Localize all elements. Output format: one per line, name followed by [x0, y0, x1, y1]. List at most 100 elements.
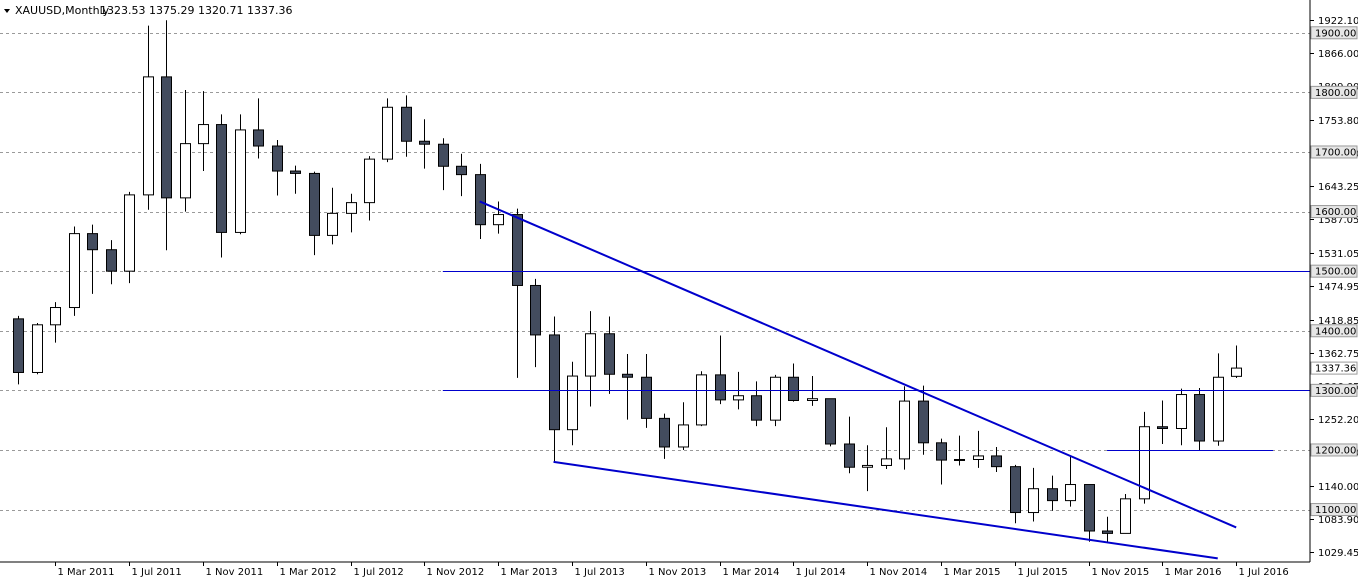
candle-body — [604, 333, 615, 375]
candle[interactable] — [106, 240, 117, 285]
candle[interactable] — [622, 354, 633, 420]
candle[interactable] — [253, 98, 264, 159]
candle-body — [180, 143, 191, 199]
candle-body — [1084, 484, 1095, 532]
candle-body — [1028, 488, 1039, 514]
candle-body — [327, 212, 338, 236]
candle-body — [973, 455, 984, 460]
candle[interactable] — [604, 316, 615, 394]
candle[interactable] — [346, 193, 357, 233]
price-level-label: 1700.00 — [1315, 147, 1356, 158]
candle[interactable] — [401, 95, 412, 157]
candle[interactable] — [198, 91, 209, 172]
candle[interactable] — [512, 208, 523, 378]
upper-wedge-line[interactable] — [479, 200, 1237, 529]
candle[interactable] — [364, 156, 375, 221]
candle[interactable] — [13, 315, 24, 385]
candle[interactable] — [881, 427, 892, 470]
candle[interactable] — [87, 224, 98, 294]
candle[interactable] — [382, 98, 393, 163]
candle-body — [733, 395, 744, 401]
candle-body — [50, 307, 61, 326]
candle[interactable] — [161, 20, 172, 251]
candles-layer[interactable] — [13, 20, 1242, 543]
candle-body — [161, 76, 172, 199]
candle[interactable] — [770, 374, 781, 427]
time-tick-label: 1 Mar 2015 — [944, 567, 1001, 578]
candle[interactable] — [1194, 387, 1205, 450]
candle[interactable] — [1047, 475, 1058, 511]
candle[interactable] — [751, 381, 762, 427]
candle[interactable] — [327, 187, 338, 245]
price-axis[interactable]: 1922.101866.001809.901753.801697.701643.… — [1310, 16, 1358, 559]
candle[interactable] — [936, 438, 947, 485]
candle[interactable] — [954, 435, 965, 466]
candle[interactable] — [1028, 467, 1039, 522]
candle[interactable] — [235, 114, 246, 235]
time-axis[interactable]: 1 Mar 2011 1 Jul 2011 1 Nov 2011 1 Mar 2012… — [55, 562, 1289, 578]
candle[interactable] — [272, 140, 283, 196]
candle[interactable] — [1010, 464, 1021, 524]
candle-body — [290, 170, 301, 174]
candle[interactable] — [1084, 484, 1095, 542]
candle[interactable] — [678, 402, 689, 450]
candle[interactable] — [419, 119, 430, 169]
candle-body — [1139, 426, 1150, 500]
candle[interactable] — [696, 371, 707, 427]
time-tick-label: 1 Jul 2015 — [1018, 567, 1068, 578]
price-tick-label: 1531.05 — [1318, 249, 1358, 260]
candle[interactable] — [438, 138, 449, 191]
price-level-label-box — [1310, 85, 1358, 99]
candle-body — [1102, 530, 1113, 534]
price-level-label-box — [1310, 324, 1358, 338]
candle[interactable] — [715, 335, 726, 405]
candle-body — [198, 124, 209, 145]
candle[interactable] — [1065, 455, 1076, 507]
candle-body — [1065, 484, 1076, 502]
candle[interactable] — [1176, 388, 1187, 446]
candle[interactable] — [899, 386, 910, 470]
triangle-down-icon[interactable] — [4, 9, 10, 13]
price-tick-label: 1362.75 — [1318, 349, 1358, 360]
candle[interactable] — [530, 278, 541, 368]
axes-layer — [0, 0, 1311, 563]
candle[interactable] — [862, 445, 873, 492]
candle[interactable] — [549, 316, 560, 462]
candle[interactable] — [918, 385, 929, 455]
candle[interactable] — [309, 171, 320, 256]
price-level-label-box — [1310, 205, 1358, 219]
candle[interactable] — [659, 413, 670, 459]
candle[interactable] — [1231, 345, 1242, 379]
price-level-label-box — [1310, 443, 1358, 457]
candle-body — [216, 124, 227, 233]
candle-body — [991, 455, 1002, 468]
candle[interactable] — [1102, 516, 1113, 543]
candle[interactable] — [456, 153, 467, 197]
candle[interactable] — [1213, 353, 1224, 446]
candle[interactable] — [844, 416, 855, 474]
candle[interactable] — [1157, 400, 1168, 444]
candle[interactable] — [216, 114, 227, 258]
lower-wedge-line[interactable] — [553, 460, 1218, 560]
candle[interactable] — [991, 446, 1002, 473]
candle[interactable] — [290, 165, 301, 194]
candle[interactable] — [180, 89, 191, 212]
candle[interactable] — [788, 363, 799, 402]
candle[interactable] — [493, 201, 504, 234]
candle-body — [438, 143, 449, 167]
candle[interactable] — [69, 226, 80, 316]
candle[interactable] — [567, 361, 578, 446]
drawings-layer[interactable] — [442, 200, 1310, 560]
current-price-label: 1337.36 — [1315, 364, 1356, 375]
candle[interactable] — [143, 25, 154, 210]
candle-body — [751, 395, 762, 421]
candle[interactable] — [1120, 494, 1131, 534]
candle-body — [124, 194, 135, 272]
candle[interactable] — [32, 323, 43, 375]
candle[interactable] — [973, 430, 984, 468]
candle[interactable] — [825, 398, 836, 447]
candle[interactable] — [124, 191, 135, 284]
candle[interactable] — [50, 302, 61, 343]
candle-body — [899, 400, 910, 460]
